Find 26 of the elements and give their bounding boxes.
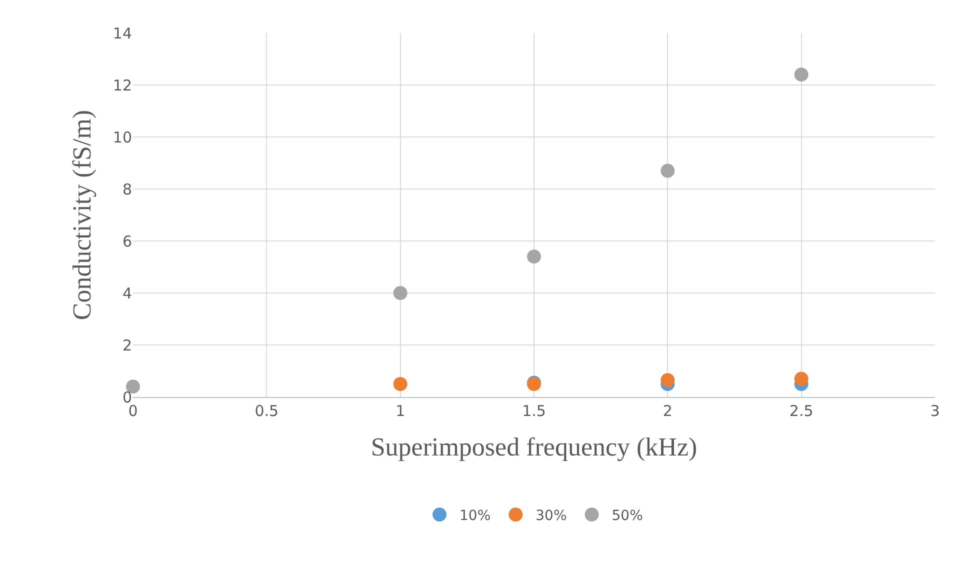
point [794, 372, 808, 386]
point [393, 377, 408, 391]
legend-label: 10% [460, 508, 491, 524]
point [660, 164, 675, 178]
point [393, 286, 408, 300]
y-tick-label: 14 [112, 24, 132, 42]
x-tick-label: 1 [396, 402, 406, 420]
legend-label: 50% [612, 508, 643, 524]
x-tick-label: 2 [662, 402, 672, 420]
y-axis-title: Conductivity (fS/m) [67, 110, 96, 320]
x-tick-label: 3 [930, 402, 940, 420]
y-tick-label: 12 [112, 76, 132, 94]
y-tick-label: 10 [112, 128, 132, 146]
legend-label: 30% [536, 508, 567, 524]
point [794, 68, 808, 82]
y-tick-label: 4 [122, 284, 132, 302]
x-axis-title: Superimposed frequency (kHz) [370, 432, 698, 462]
point [527, 250, 541, 264]
y-tick-label: 2 [122, 336, 132, 354]
point [660, 373, 675, 388]
y-tick-label: 0 [122, 388, 132, 406]
y-tick-label: 8 [122, 180, 132, 198]
x-tick-label: 2.5 [789, 402, 814, 420]
x-tick-label: 1.5 [522, 402, 546, 420]
x-tick-label: 0.5 [254, 402, 279, 420]
y-tick-label: 6 [122, 232, 132, 250]
